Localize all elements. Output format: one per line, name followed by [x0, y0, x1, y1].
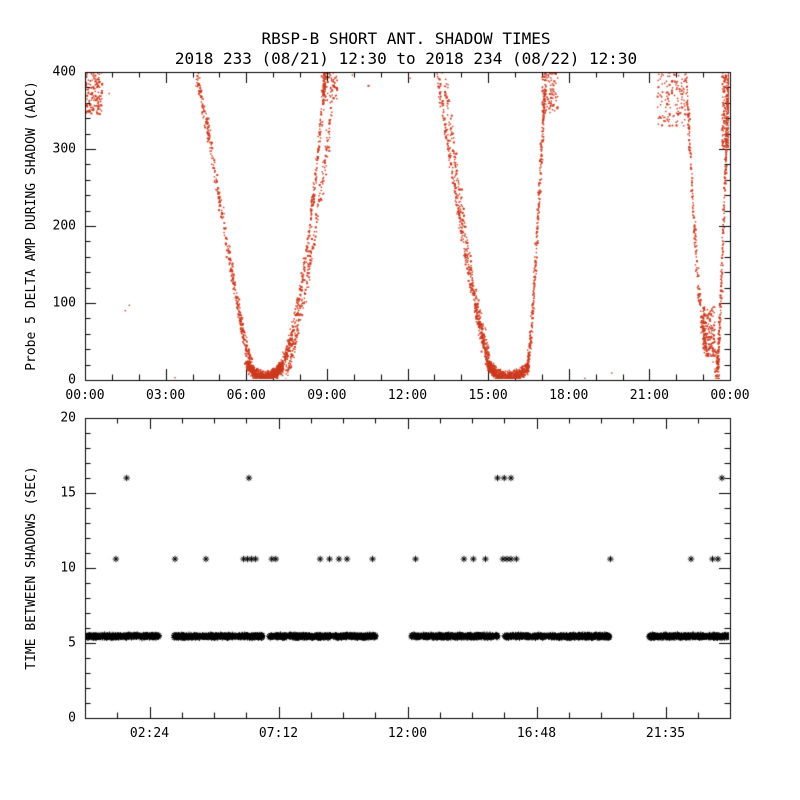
x-tick-label: 12:00 [387, 726, 428, 741]
x-tick-label: 15:00 [468, 388, 508, 403]
x-tick-label: 06:00 [226, 388, 266, 403]
x-tick-label: 07:12 [258, 726, 299, 741]
x-tick-label: 16:48 [516, 726, 557, 741]
chart-subtitle: 2018 233 (08/21) 12:30 to 2018 234 (08/2… [174, 49, 638, 68]
y-tick-label: 200 [52, 218, 76, 234]
x-tick-label: 03:00 [146, 388, 186, 403]
x-tick-label: 02:24 [129, 726, 170, 741]
bottom-y-axis-label: TIME BETWEEN SHADOWS (SEC) [24, 466, 39, 670]
y-tick-label: 5 [68, 635, 76, 651]
y-tick-label: 20 [60, 410, 76, 426]
y-tick-label: 100 [52, 295, 76, 311]
x-tick-label: 09:00 [307, 388, 347, 403]
x-tick-label: 00:00 [710, 388, 750, 403]
x-tick-label: 12:00 [387, 388, 428, 403]
x-tick-label: 21:00 [629, 388, 669, 403]
y-tick-label: 0 [68, 372, 76, 388]
y-tick-label: 0 [68, 710, 76, 726]
x-tick-label: 18:00 [549, 388, 589, 403]
x-tick-label: 21:35 [645, 726, 686, 741]
y-tick-label: 300 [52, 141, 76, 157]
y-tick-label: 10 [60, 560, 76, 576]
chart-title: RBSP-B SHORT ANT. SHADOW TIMES [261, 29, 551, 48]
top-y-axis-label: Probe 5 DELTA AMP DURING SHADOW (ADC) [24, 81, 39, 371]
y-tick-label: 15 [60, 485, 76, 501]
y-tick-label: 400 [52, 64, 76, 80]
x-tick-label: 00:00 [65, 388, 105, 403]
